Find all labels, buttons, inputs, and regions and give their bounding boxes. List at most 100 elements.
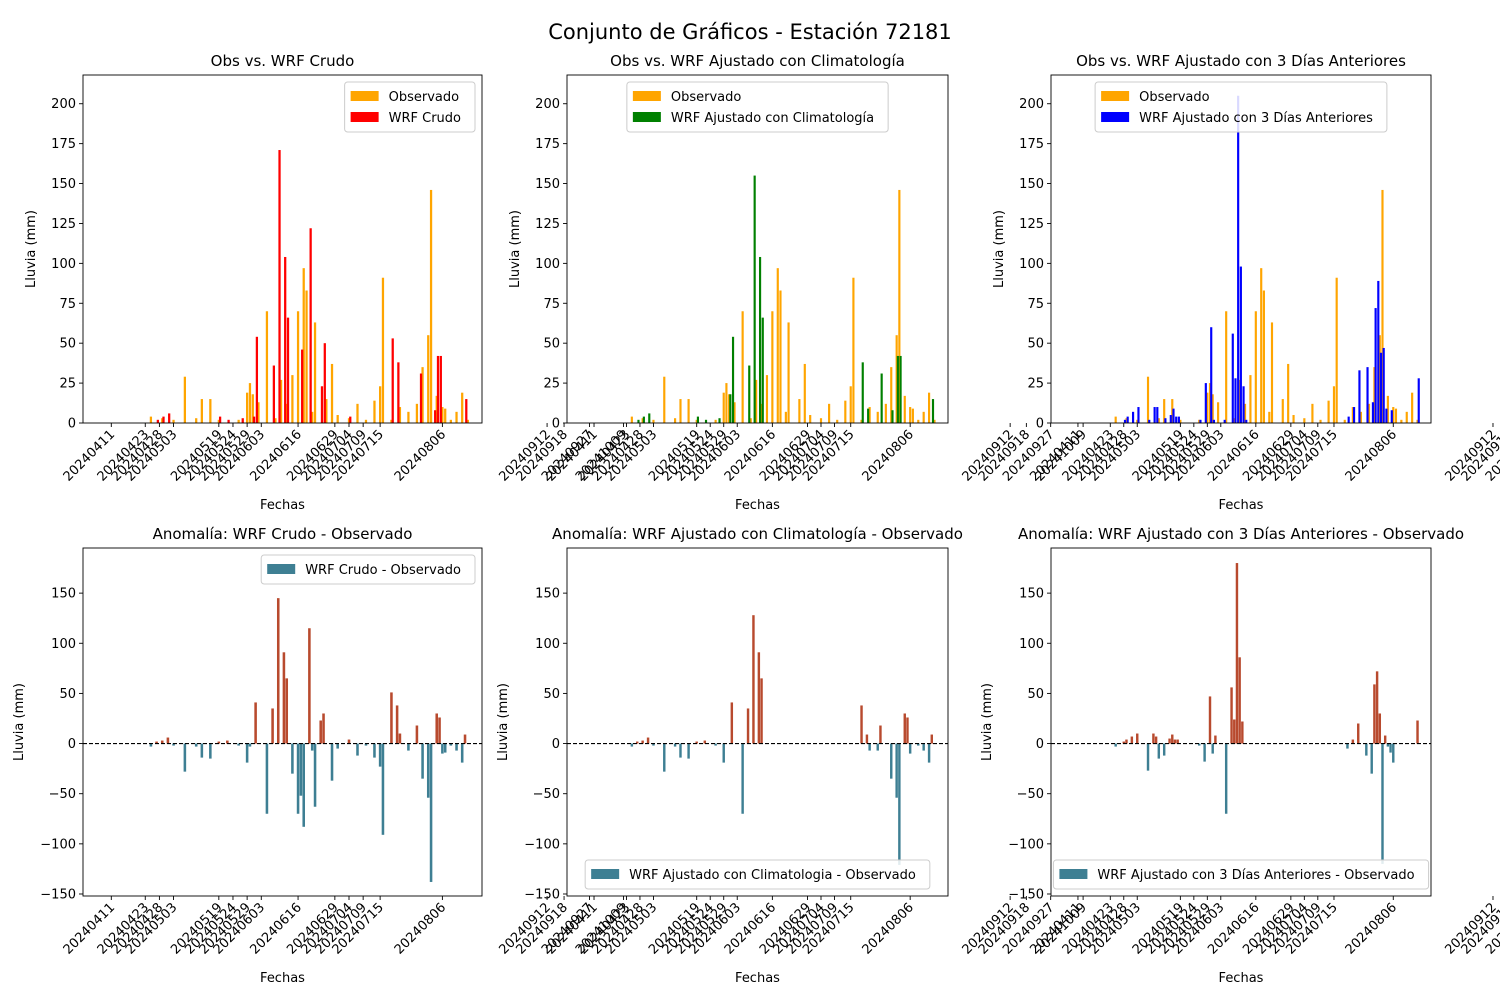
y-tick-label: 0 <box>68 737 76 752</box>
chart-title: Obs vs. WRF Crudo <box>211 52 355 70</box>
bar-wrf-ajustado-con-climatolog-a <box>729 394 732 423</box>
bar-observado <box>1416 419 1419 423</box>
chart-panel-3: 0255075100125150175200202404112024042320… <box>992 52 1500 513</box>
bar-observado <box>1136 419 1139 423</box>
bar-wrf-ajustado-con-climatolog-a <box>861 362 864 423</box>
bar-wrf-ajustado-con-3-d-as-anteriores-observado <box>1130 736 1134 744</box>
bar-wrf-crudo-observado <box>336 743 339 749</box>
y-axis-label: Lluvia (mm) <box>508 210 523 288</box>
legend: Observado WRF Crudo <box>344 81 476 133</box>
bar-wrf-crudo <box>241 418 244 423</box>
bars-group <box>149 598 467 882</box>
bar-observado <box>398 407 402 423</box>
y-tick-label: 25 <box>543 377 560 392</box>
y-tick-label: 100 <box>51 637 76 652</box>
bar-wrf-crudo-observado <box>356 743 359 756</box>
y-tick-label: −50 <box>49 787 76 802</box>
bar-wrf-crudo-observado <box>429 743 433 882</box>
y-tick-label: 0 <box>552 417 560 432</box>
x-tick-label: 20240806 <box>860 900 917 957</box>
bar-observado <box>265 311 269 423</box>
bar-wrf-ajustado-con-3-d-as-anteriores <box>1223 419 1226 423</box>
bar-observado <box>302 268 305 423</box>
bar-wrf-ajustado-con-3-d-as-anteriores <box>1156 407 1159 423</box>
bar-wrf-crudo <box>227 419 230 423</box>
bar-wrf-ajustado-con-3-d-as-anteriores <box>1177 416 1180 423</box>
bar-wrf-crudo-observado <box>265 743 269 814</box>
bar-observado <box>911 408 914 423</box>
bar-wrf-ajustado-con-3-d-as-anteriores-observado <box>1346 743 1349 749</box>
bar-wrf-crudo-observado <box>172 743 175 746</box>
bar-wrf-ajustado-con-3-d-as-anteriores-observado <box>1235 563 1239 744</box>
bar-wrf-ajustado-con-climatolog-a <box>761 317 764 423</box>
legend-label: WRF Crudo - Observado <box>305 563 461 578</box>
bar-observado <box>852 277 855 423</box>
bar-wrf-crudo-observado <box>299 743 303 796</box>
bar-wrf-crudo <box>436 355 440 423</box>
bar-wrf-ajustado-con-3-d-as-anteriores <box>1417 378 1420 423</box>
y-tick-label: 175 <box>535 137 560 152</box>
bar-wrf-ajustado-con-3-d-as-anteriores <box>1175 416 1178 423</box>
bar-wrf-ajustado-con-3-d-as-anteriores-observado <box>1416 720 1419 744</box>
bar-wrf-ajustado-con-climatologia-observado <box>927 743 931 763</box>
bar-wrf-ajustado-con-climatolog-a <box>648 413 651 423</box>
bar-wrf-ajustado-con-3-d-as-anteriores <box>1212 419 1215 423</box>
bar-observado <box>441 407 444 423</box>
bar-observado <box>728 394 731 423</box>
bar-wrf-ajustado-con-3-d-as-anteriores-observado <box>1157 743 1161 759</box>
legend: WRF Ajustado con Climatologia - Observad… <box>584 859 931 890</box>
bar-observado <box>1233 418 1236 423</box>
bar-wrf-ajustado-con-3-d-as-anteriores <box>1352 407 1356 423</box>
bar-observado <box>1146 376 1150 423</box>
axes-layer: 0255075100125150175200202404112024042320… <box>12 52 1500 986</box>
bar-wrf-ajustado-con-3-d-as-anteriores <box>1379 352 1383 423</box>
bar-wrf-ajustado-con-3-d-as-anteriores-observado <box>1233 719 1236 744</box>
bar-observado <box>809 415 812 423</box>
x-tick-label: 20240806 <box>392 900 449 957</box>
bar-observado <box>1198 419 1201 423</box>
bar-observado <box>1373 367 1376 423</box>
bar-observado <box>1351 407 1354 423</box>
bar-wrf-ajustado-con-climatolog-a <box>637 419 640 423</box>
bar-wrf-crudo-observado <box>276 598 280 744</box>
y-tick-label: 0 <box>1036 417 1044 432</box>
bar-wrf-crudo-observado <box>441 743 444 754</box>
bar-observado <box>1268 411 1271 423</box>
bar-observado <box>1311 403 1314 423</box>
bar-observado <box>884 403 887 423</box>
bar-observado <box>1332 386 1336 423</box>
bar-observado <box>435 395 438 423</box>
bar-wrf-crudo <box>168 413 171 423</box>
chart-panel-6: −150−100−5005010015020240411202404232024… <box>980 525 1500 986</box>
bar-wrf-ajustado-con-3-d-as-anteriores-observado <box>1136 733 1139 744</box>
chart-title: Obs vs. WRF Ajustado con 3 Días Anterior… <box>1076 52 1406 70</box>
bar-wrf-ajustado-con-3-d-as-anteriores-observado <box>1230 687 1233 744</box>
bar-wrf-ajustado-con-climatologia-observado <box>879 725 882 744</box>
bar-wrf-ajustado-con-3-d-as-anteriores-observado <box>1152 733 1155 744</box>
bar-wrf-ajustado-con-3-d-as-anteriores-observado <box>1176 739 1179 744</box>
bar-wrf-ajustado-con-climatologia-observado <box>868 743 871 751</box>
y-tick-label: 200 <box>51 97 76 112</box>
bar-wrf-crudo <box>272 365 275 423</box>
bar-wrf-ajustado-con-climatolog-a <box>931 399 935 423</box>
bar-observado <box>313 322 317 423</box>
bar-observado <box>1411 392 1414 423</box>
bar-wrf-crudo <box>309 228 312 423</box>
bar-observado <box>933 419 936 423</box>
bar-wrf-ajustado-con-3-d-as-anteriores-observado <box>1154 736 1158 744</box>
bar-wrf-crudo <box>255 336 259 423</box>
legend-box <box>1094 81 1388 133</box>
bar-wrf-ajustado-con-3-d-as-anteriores-observado <box>1381 743 1384 864</box>
bars-group <box>630 615 933 865</box>
bar-wrf-ajustado-con-climatologia-observado <box>636 741 639 744</box>
bar-observado <box>1287 363 1290 423</box>
bar-observado <box>844 400 847 423</box>
bar-observado <box>749 418 752 423</box>
bar-observado <box>860 419 863 423</box>
y-tick-label: 0 <box>68 417 76 432</box>
bar-observado <box>722 392 725 423</box>
bar-wrf-crudo-observado <box>160 740 164 744</box>
y-tick-label: 50 <box>59 337 76 352</box>
bar-wrf-ajustado-con-3-d-as-anteriores-observado <box>1125 739 1128 744</box>
